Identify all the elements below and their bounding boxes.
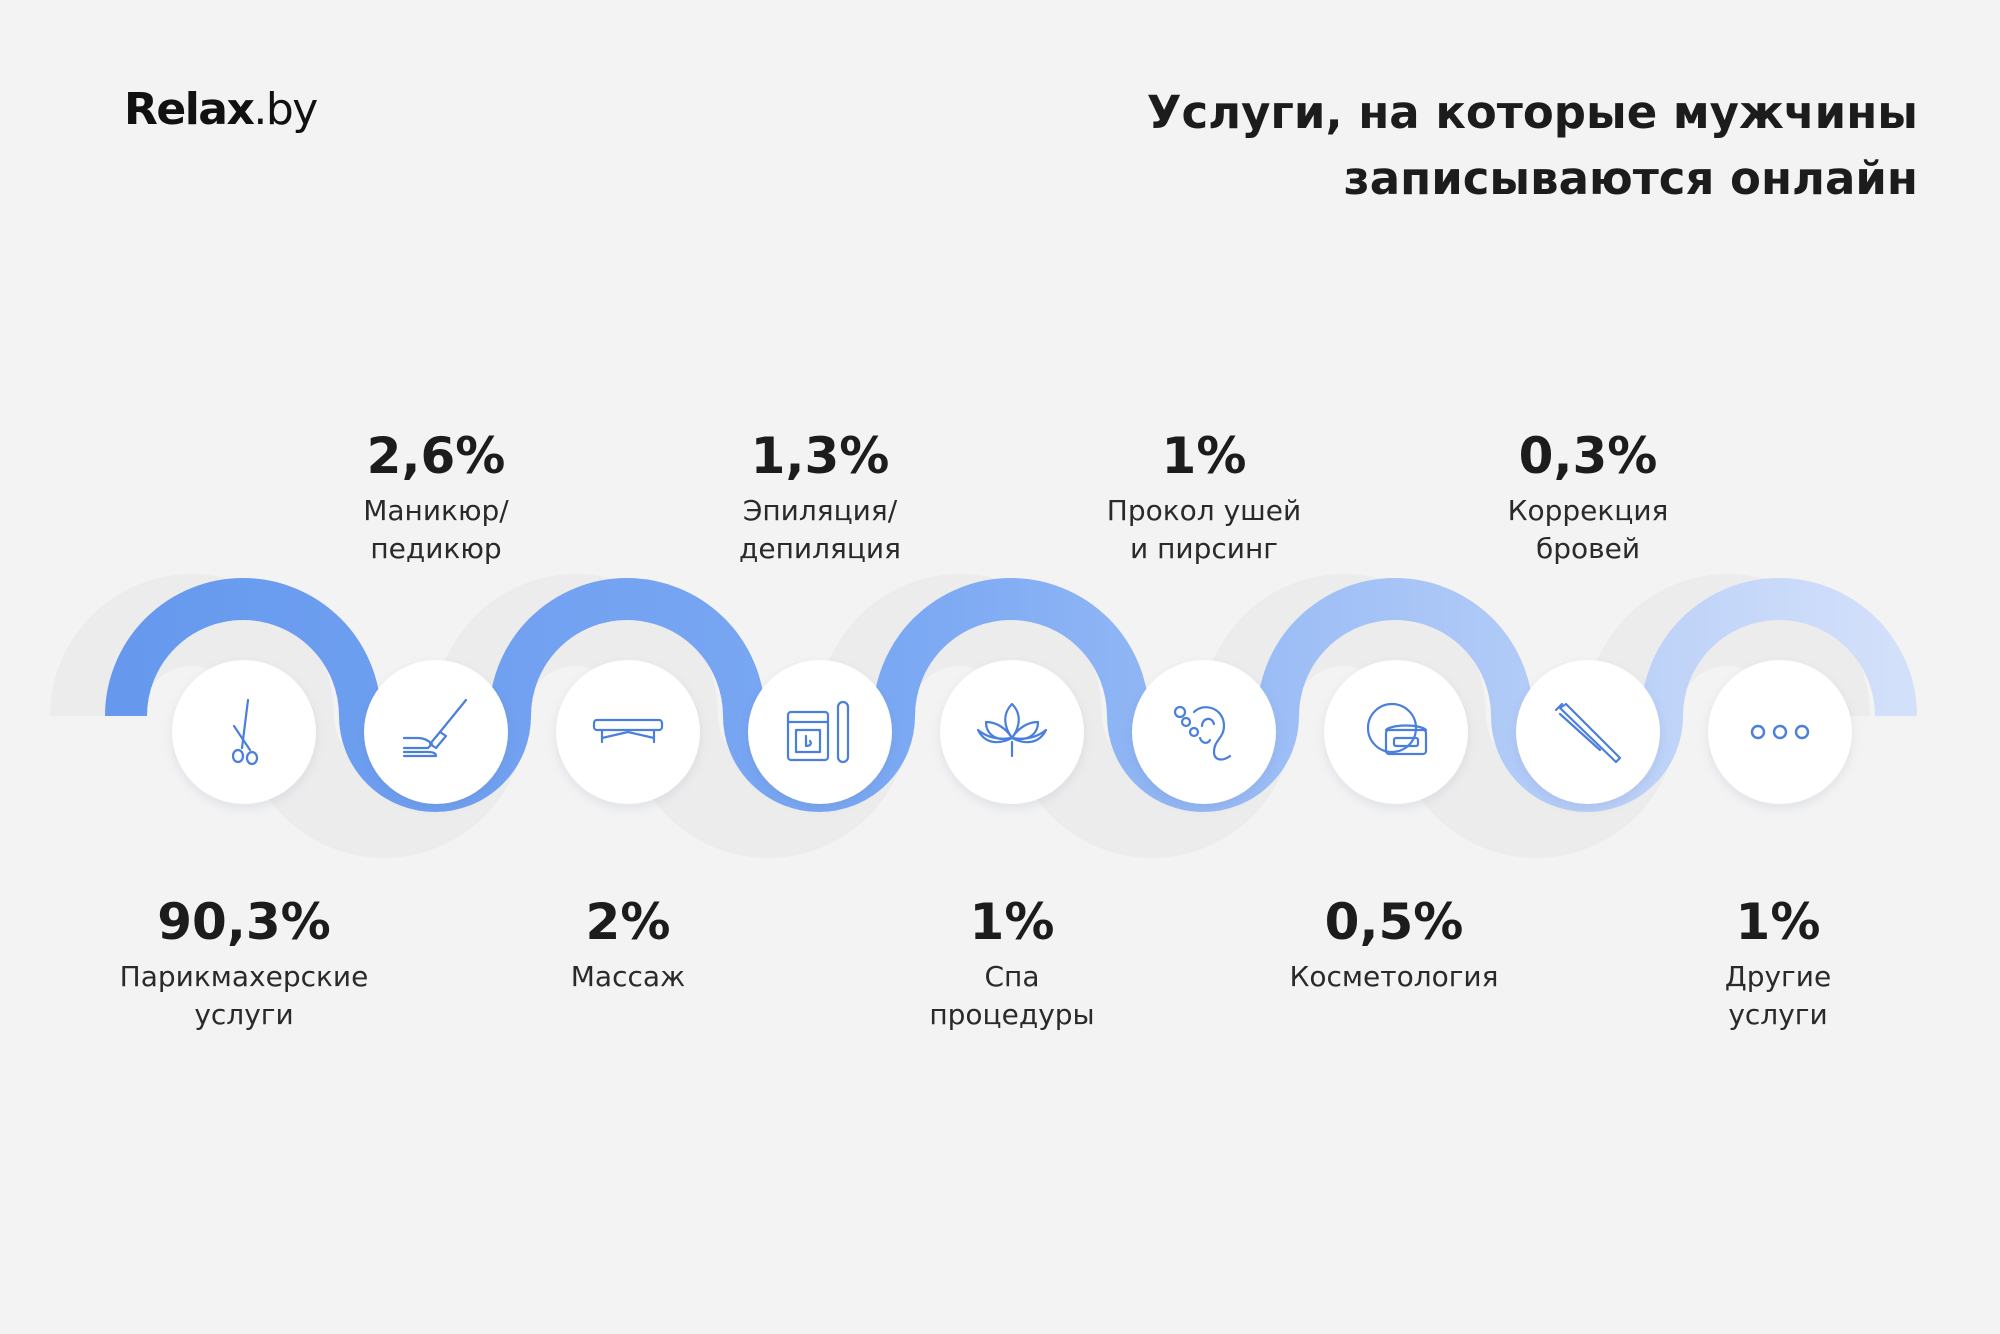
service-label-spa: 1% Спа процедуры — [862, 892, 1162, 1034]
title-line-1: Услуги, на которые мужчины — [1146, 86, 1918, 139]
logo-name: Relax — [124, 84, 255, 135]
service-circle-hair — [172, 660, 316, 804]
name-line: бровей — [1535, 532, 1641, 565]
service-circle-cosmetology — [1324, 660, 1468, 804]
name-line: услуги — [194, 998, 294, 1031]
ear-piercing-icon — [1173, 705, 1232, 761]
name-line: Спа — [984, 960, 1040, 993]
service-name: Другие услуги — [1628, 958, 1928, 1034]
massage-table-icon — [592, 718, 664, 744]
percent-value: 90,3% — [157, 893, 331, 951]
percent-value: 1% — [969, 893, 1055, 951]
name-line: Другие — [1724, 960, 1832, 993]
wax-jar-icon — [786, 700, 850, 764]
service-circle-manicure — [364, 660, 508, 804]
service-label-hair: 90,3% Парикмахерские услуги — [94, 892, 394, 1034]
relax-logo: Relax.by — [124, 84, 318, 135]
name-line: Массаж — [570, 960, 686, 993]
service-circle-piercing — [1132, 660, 1276, 804]
logo-suffix: .by — [253, 84, 318, 135]
name-line: Коррекция — [1507, 494, 1669, 527]
service-name: Прокол ушей и пирсинг — [1054, 492, 1354, 568]
name-line: и пирсинг — [1130, 532, 1278, 565]
name-line: педикюр — [370, 532, 502, 565]
percent-value: 2% — [585, 893, 671, 951]
name-line: Эпиляция/ — [742, 494, 898, 527]
percent-value: 1,3% — [750, 427, 890, 485]
title-line-2: записываются онлайн — [1343, 152, 1918, 205]
service-circle-epilation — [748, 660, 892, 804]
service-circle-other — [1708, 660, 1852, 804]
name-line: Парикмахерские — [119, 960, 369, 993]
percent-value: 1% — [1161, 427, 1247, 485]
name-line: депиляция — [739, 532, 901, 565]
tweezers-icon — [1554, 702, 1622, 764]
percent-value: 0,5% — [1324, 893, 1464, 951]
name-line: услуги — [1728, 998, 1828, 1031]
service-name: Косметология — [1244, 958, 1544, 996]
service-name: Спа процедуры — [862, 958, 1162, 1034]
service-name: Маникюр/ педикюр — [286, 492, 586, 568]
name-line: Маникюр/ — [363, 494, 509, 527]
page-title: Услуги, на которые мужчины записываются … — [1018, 80, 1918, 212]
service-label-piercing: 1% Прокол ушей и пирсинг — [1054, 426, 1354, 568]
service-name: Эпиляция/ депиляция — [670, 492, 970, 568]
service-name: Массаж — [478, 958, 778, 996]
percent-value: 2,6% — [366, 427, 506, 485]
service-label-massage: 2% Массаж — [478, 892, 778, 996]
service-name: Коррекция бровей — [1438, 492, 1738, 568]
service-circle-massage — [556, 660, 700, 804]
lotus-icon — [976, 702, 1048, 758]
service-circle-brows — [1516, 660, 1660, 804]
more-dots-icon — [1750, 724, 1810, 740]
name-line: Косметология — [1289, 960, 1499, 993]
service-circle-spa — [940, 660, 1084, 804]
service-name: Парикмахерские услуги — [94, 958, 394, 1034]
name-line: процедуры — [929, 998, 1095, 1031]
service-label-epilation: 1,3% Эпиляция/ депиляция — [670, 426, 970, 568]
name-line: Прокол ушей — [1106, 494, 1302, 527]
scissors-icon — [231, 698, 259, 766]
cream-jar-icon — [1366, 702, 1428, 756]
nail-file-icon — [402, 698, 468, 758]
percent-value: 0,3% — [1518, 427, 1658, 485]
percent-value: 1% — [1735, 893, 1821, 951]
service-label-other: 1% Другие услуги — [1628, 892, 1928, 1034]
service-label-brows: 0,3% Коррекция бровей — [1438, 426, 1738, 568]
service-label-cosmetology: 0,5% Косметология — [1244, 892, 1544, 996]
service-label-manicure: 2,6% Маникюр/ педикюр — [286, 426, 586, 568]
